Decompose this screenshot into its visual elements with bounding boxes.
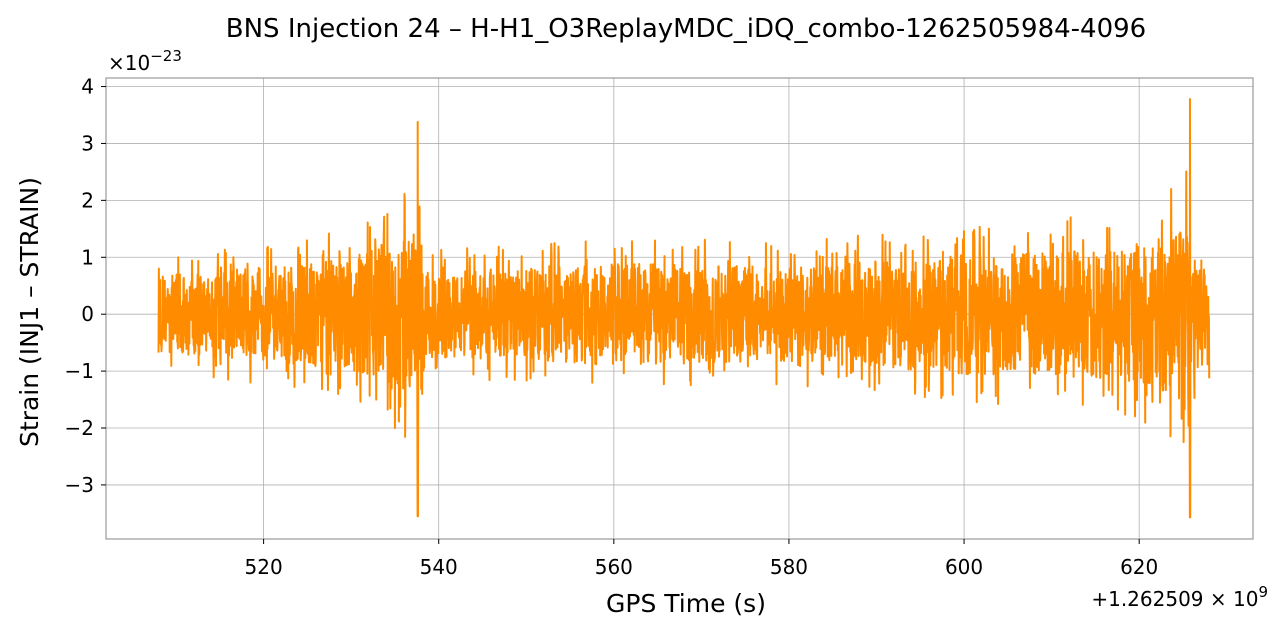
y-tick-label: 0	[81, 302, 94, 326]
y-axis-ticks: −3 −2 −1 0 1 2 3 4	[65, 75, 106, 497]
x-tick-label: 560	[595, 555, 633, 579]
y-tick-label: 4	[81, 75, 94, 99]
x-tick-label: 540	[420, 555, 458, 579]
y-tick-label: −3	[65, 473, 94, 497]
y-scale-label: ×10−23	[108, 47, 182, 75]
y-tick-label: 1	[81, 245, 94, 269]
chart-title: BNS Injection 24 – H-H1_O3ReplayMDC_iDQ_…	[226, 14, 1146, 44]
x-axis-label: GPS Time (s)	[606, 589, 766, 618]
strain-series-line	[157, 98, 1211, 519]
x-tick-label: 620	[1120, 555, 1158, 579]
y-axis-label: Strain (INJ1 – STRAIN)	[15, 177, 44, 447]
series-layer	[157, 98, 1211, 519]
x-tick-label: 580	[770, 555, 808, 579]
y-tick-label: 2	[81, 188, 94, 212]
x-tick-label: 600	[945, 555, 983, 579]
x-offset-label: +1.262509 × 109	[1091, 583, 1268, 611]
x-tick-label: 520	[245, 555, 283, 579]
y-tick-label: −1	[65, 359, 94, 383]
x-axis-ticks: 520 540 560 580 600 620	[245, 539, 1158, 579]
y-tick-label: 3	[81, 131, 94, 155]
plot-frame	[105, 77, 1254, 540]
y-tick-label: −2	[65, 416, 94, 440]
